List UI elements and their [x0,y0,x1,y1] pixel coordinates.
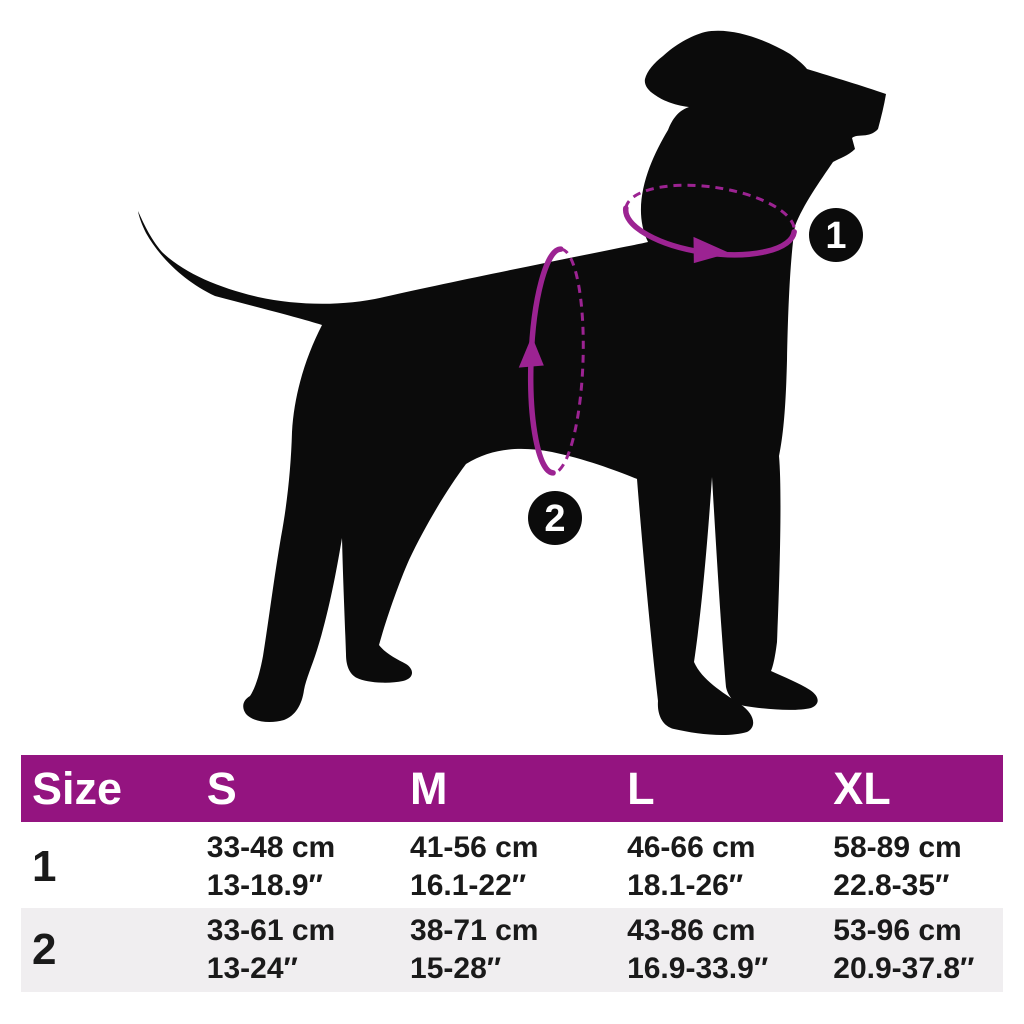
column-header-s: S [206,763,237,814]
size-cell-2-l: 43-86 cm 16.9-33.9″ [627,914,769,985]
size-table-row-2: 2 33-61 cm 13-24″ 38-71 cm 15-28″ 43-86 … [21,908,1003,992]
row-label-1: 1 [32,841,57,891]
size-table-row-1: 1 33-48 cm 13-18.9″ 41-56 cm 16.1-22″ 46… [21,825,1003,908]
size-cell-2-s: 33-61 cm 13-24″ [206,914,336,985]
row-label-2: 2 [32,925,57,974]
measurement-badge-1: 1 [809,208,863,262]
column-header-m: M [410,763,448,814]
size-cell-1-m: 41-56 cm 16.1-22″ [410,830,539,902]
size-cell-1-l: 46-66 cm 18.1-26″ [627,830,756,902]
neck-girth-arrowhead-icon [693,236,730,264]
size-cell-2-m: 38-71 cm 15-28″ [410,914,539,985]
size-cell-1-xl: 58-89 cm 22.8-35″ [833,830,962,902]
badge-1-number: 1 [825,215,846,257]
size-table: Size S M L XL 1 33-48 cm 13-18.9″ 41-56 … [21,755,1003,992]
dog-measurement-figure: 1 2 [138,30,886,736]
badge-2-number: 2 [544,498,565,540]
chest-girth-ellipse-dashed-arc [552,247,585,475]
dog-silhouette [138,30,886,736]
size-cell-2-xl: 53-96 cm 20.9-37.8″ [833,914,975,985]
column-header-size: Size [32,763,123,814]
column-header-l: L [627,763,655,814]
chest-girth-arrowhead-icon [518,336,544,368]
column-header-xl: XL [833,763,891,814]
measurement-badge-2: 2 [528,491,582,545]
size-cell-1-s: 33-48 cm 13-18.9″ [206,830,336,902]
size-table-header-row: Size S M L XL [21,755,1003,822]
neck-girth-ellipse-dashed-arc [624,183,796,233]
